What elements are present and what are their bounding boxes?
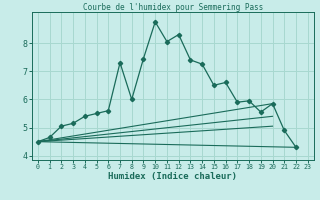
X-axis label: Humidex (Indice chaleur): Humidex (Indice chaleur) bbox=[108, 172, 237, 181]
Title: Courbe de l'humidex pour Semmering Pass: Courbe de l'humidex pour Semmering Pass bbox=[83, 3, 263, 12]
